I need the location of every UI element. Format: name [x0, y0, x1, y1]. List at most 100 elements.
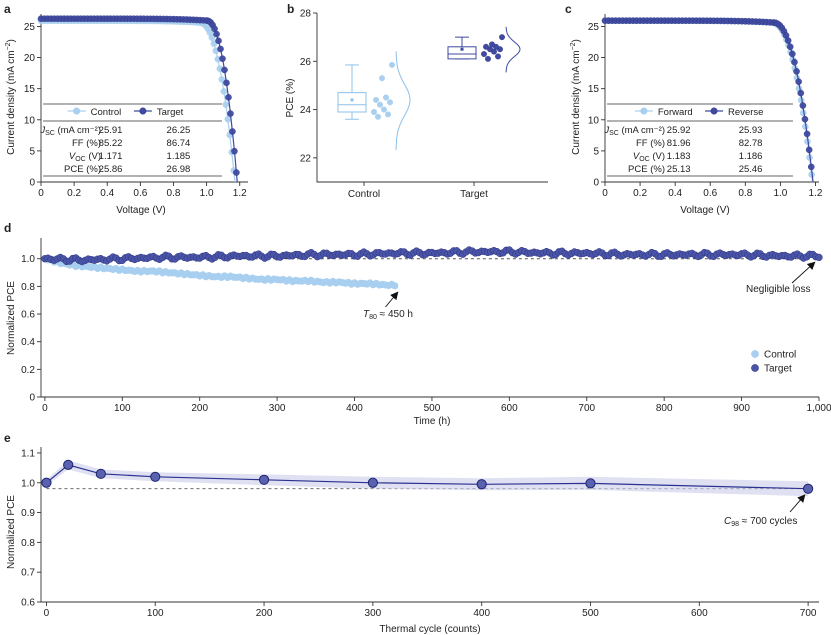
panel-b-pce-box-chart: PCE (%) 22 24 26 28 Control Target: [285, 9, 548, 200]
data-point-reverse: [797, 89, 805, 97]
legend-label-forward: Forward: [658, 107, 693, 118]
panel-b-axes: [316, 13, 548, 183]
table-cell: 85.22: [99, 138, 123, 149]
x-tick-label: 0.6: [703, 188, 717, 199]
box-mean-target: [460, 47, 464, 51]
table-cell: 82.78: [739, 138, 763, 149]
y-tick-label: 15: [24, 84, 36, 95]
x-tick-label: 1.0: [773, 188, 787, 199]
data-point-reverse: [805, 146, 813, 154]
legend-label-control: Control: [764, 350, 796, 361]
panel-label-b: b: [287, 2, 294, 16]
y-tick-label: 0: [29, 178, 35, 189]
panel-label-d: d: [4, 221, 11, 235]
legend-marker-reverse: [710, 107, 718, 115]
y-tick-label: 0.8: [21, 538, 35, 549]
y-tick-label: 25: [588, 22, 600, 33]
data-point-target: [815, 253, 823, 262]
box-target: [447, 46, 477, 60]
annotation-arrow-t80: [385, 291, 399, 308]
panel-b-ylabel: PCE (%): [285, 79, 296, 118]
panel-e-xlabel: Thermal cycle (counts): [379, 624, 480, 635]
x-tick-label: 400: [346, 403, 363, 414]
data-point-target: [367, 477, 378, 488]
data-point-target: [223, 79, 230, 87]
y-tick-label: 0.6: [21, 310, 35, 321]
x-tick-label: 1.2: [233, 188, 247, 199]
panel-d-xlabel: Time (h): [414, 416, 451, 427]
y-tick-label: 25: [24, 22, 36, 33]
annotation-c98: C98 ≈ 700 cycles: [724, 516, 797, 528]
y-tick-label: 5: [593, 146, 599, 157]
data-point-control: [373, 96, 379, 103]
legend-label-target: Target: [157, 107, 184, 118]
y-tick-label: 20: [24, 53, 36, 64]
data-point-control: [381, 106, 387, 113]
x-tick-label: 500: [582, 608, 599, 619]
data-point-target: [227, 110, 234, 117]
data-point-target: [476, 479, 487, 490]
x-tick-label: 0.6: [133, 188, 147, 199]
x-tick-label: 400: [473, 608, 490, 619]
x-tick-label: 300: [269, 403, 286, 414]
data-point-control: [379, 75, 385, 82]
table-cell: 25.86: [99, 164, 123, 175]
y-tick-label: 24: [300, 105, 312, 116]
x-tick-label: 0.4: [100, 188, 114, 199]
table-cell: 26.25: [167, 125, 191, 136]
table-row-label: PCE (%): [64, 164, 101, 175]
panel-a-xlabel: Voltage (V): [116, 205, 165, 216]
y-tick-label: 20: [588, 53, 600, 64]
table-cell: 1.183: [667, 151, 691, 162]
y-tick-label: 15: [588, 84, 600, 95]
panel-e-ylabel: Normalized PCE: [6, 495, 17, 569]
table-cell: 26.98: [167, 164, 191, 175]
panel-label-e: e: [4, 431, 11, 445]
data-point-control: [371, 109, 377, 115]
x-tick-label: 0.4: [668, 188, 682, 199]
y-tick-label: 0.9: [21, 508, 35, 519]
x-tick-label: 1.2: [809, 188, 823, 199]
panel-label-c: c: [565, 2, 572, 16]
data-point-control: [377, 101, 383, 108]
panel-e-axes: [40, 447, 819, 603]
table-cell: 1.171: [99, 151, 123, 162]
table-cell: 25.93: [739, 125, 763, 136]
y-tick-label: 0.6: [21, 598, 35, 609]
y-tick-label: 1.0: [21, 478, 35, 489]
x-tick-label: 0: [42, 403, 48, 414]
y-tick-label: 0: [29, 393, 35, 404]
data-point-control: [387, 99, 393, 106]
data-point-control: [208, 34, 216, 41]
data-point-control: [224, 115, 232, 123]
density-curve-control: [395, 51, 411, 151]
legend-label-target: Target: [764, 364, 792, 375]
table-cell: 1.186: [739, 151, 763, 162]
data-point-target: [219, 55, 226, 62]
annotation-arrow-c98: [789, 494, 806, 513]
data-point-target: [215, 37, 222, 45]
table-cell: 25.91: [99, 125, 123, 136]
x-tick-label: 0: [44, 608, 50, 619]
data-point-target: [225, 94, 232, 101]
data-point-control: [222, 101, 230, 108]
panel-c-ylabel: Current density (mA cm−2): [570, 39, 582, 155]
data-point-reverse: [786, 43, 794, 51]
panel-e-thermal-cycle-chart: Normalized PCE Thermal cycle (counts) 0 1…: [6, 447, 819, 635]
data-point-control: [375, 113, 381, 120]
data-point-reverse: [807, 163, 815, 171]
y-tick-label: 28: [300, 9, 312, 20]
x-tick-label: 200: [256, 608, 273, 619]
data-point-reverse: [799, 102, 807, 109]
table-cell: 25.46: [739, 164, 763, 175]
legend-marker-control: [73, 107, 81, 115]
legend-marker-target: [751, 364, 759, 372]
x-tick-label: 100: [114, 403, 131, 414]
y-tick-label: 0.4: [21, 337, 35, 348]
y-tick-label: 1.1: [21, 448, 35, 459]
y-tick-label: 1.0: [21, 254, 35, 265]
table-row-label: VOC (V): [633, 151, 665, 163]
data-point-reverse: [795, 78, 802, 85]
data-point-control: [220, 88, 228, 95]
